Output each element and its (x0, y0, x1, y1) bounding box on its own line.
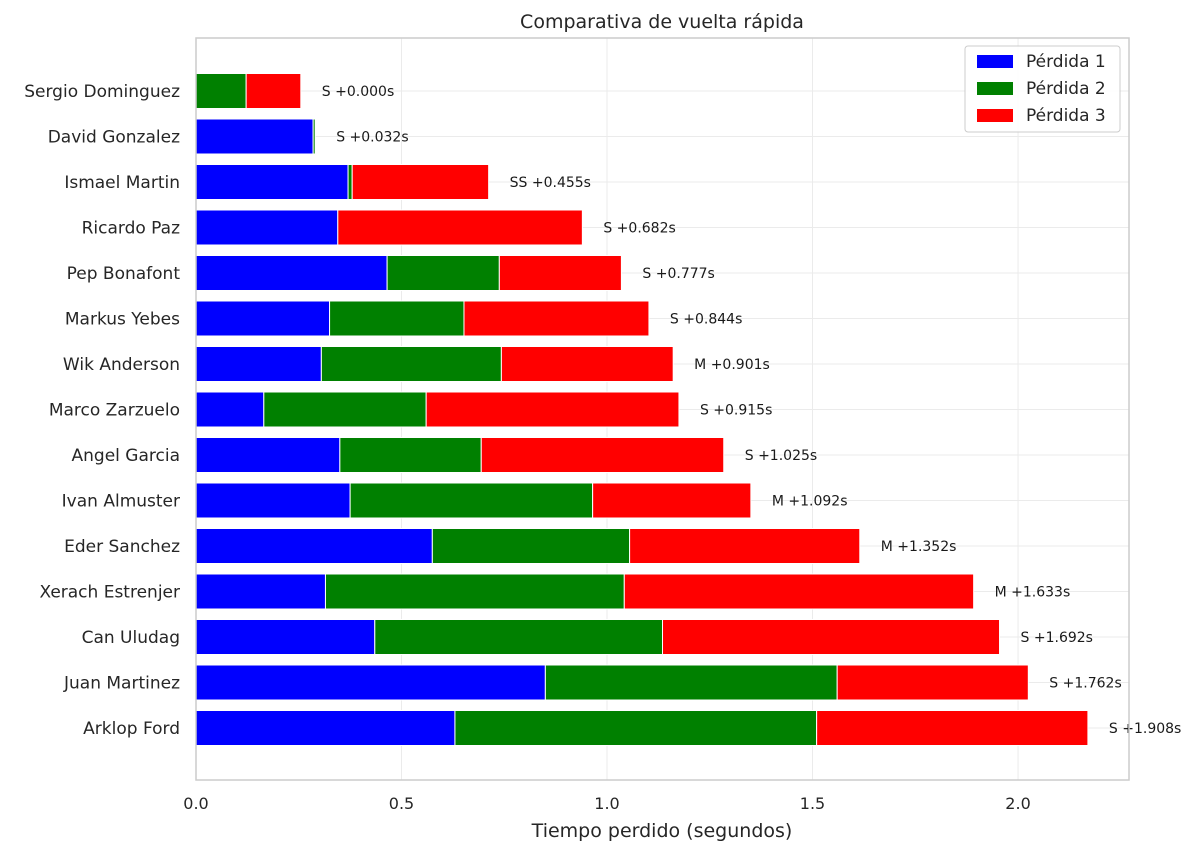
bar-segment-1 (195, 164, 349, 200)
bar-segment-1 (195, 482, 351, 519)
bar-segment-1 (195, 437, 341, 473)
bar-annotation: S +0.844s (670, 312, 742, 328)
bar-annotations: S +0.000s S +0.032s SS +0.455s S +0.682s S +… (322, 84, 1182, 737)
bar-segment-2 (347, 164, 353, 200)
bar-annotation: S +0.915s (700, 403, 772, 419)
x-tick-labels: 0.0 0.5 1.0 1.5 2.0 (183, 794, 1030, 813)
legend: Pérdida 1 Pérdida 2 Pérdida 3 (964, 45, 1121, 133)
bar-annotation: S +1.025s (745, 448, 817, 464)
y-tick-label: Angel Garcia (72, 446, 180, 466)
y-tick-label: Pep Bonafont (67, 264, 181, 284)
y-tick-label: Marco Zarzuelo (49, 401, 180, 421)
bar-segment-2 (386, 255, 500, 291)
bar-segment-3 (480, 437, 725, 473)
bar-segment-2 (349, 482, 594, 519)
bar-annotation: SS +0.455s (510, 175, 591, 191)
legend-label: Pérdida 2 (1026, 79, 1106, 99)
bar-annotation: S +0.777s (642, 266, 714, 282)
y-tick-label: Sergio Dominguez (24, 82, 180, 102)
legend-swatch (977, 109, 1013, 122)
bar-annotation: S +1.762s (1049, 676, 1121, 692)
bar-segment-1 (195, 118, 314, 155)
bar-segment-3 (337, 209, 583, 246)
bar-segment-1 (195, 255, 388, 291)
bar-segment-3 (623, 573, 975, 610)
bar-segment-3 (463, 300, 650, 337)
bar-segment-1 (195, 300, 331, 337)
bar-segment-2 (374, 619, 663, 655)
x-tick-label: 2.0 (1005, 794, 1030, 813)
y-tick-label: Can Uludag (82, 628, 180, 648)
bar-segment-3 (351, 164, 490, 200)
bar-segment-1 (195, 209, 339, 246)
bar-annotation: M +1.092s (772, 494, 848, 510)
y-tick-label: Wik Anderson (63, 355, 180, 375)
bar-segment-2 (263, 391, 427, 428)
bar-annotation: S +0.032s (336, 130, 408, 146)
bar-segment-3 (629, 528, 861, 564)
bar-segment-2 (312, 118, 316, 155)
bar-segment-1 (195, 619, 376, 655)
y-tick-label: Arklop Ford (83, 719, 180, 739)
bar-segment-2 (339, 437, 482, 473)
bar-segment-3 (662, 619, 1001, 655)
bar-segment-2 (320, 346, 502, 382)
y-tick-labels: Sergio Dominguez David Gonzalez Ismael Mar… (24, 82, 180, 739)
x-tick-label: 0.0 (183, 794, 208, 813)
bar-segment-3 (245, 73, 302, 109)
bar-segment-3 (592, 482, 752, 519)
x-tick-label: 0.5 (389, 794, 414, 813)
bar-annotation: S +1.908s (1109, 721, 1181, 737)
bar-annotation: S +0.682s (603, 221, 675, 237)
bar-segment-1 (195, 391, 265, 428)
legend-swatch (977, 55, 1013, 68)
y-tick-label: Markus Yebes (65, 310, 180, 330)
plot-frame (195, 37, 1130, 781)
bar-annotation: S +0.000s (322, 84, 394, 100)
bar-segment-1 (195, 346, 322, 382)
bar-segment-2 (454, 710, 818, 746)
bar-segment-2 (195, 73, 247, 109)
legend-label: Pérdida 1 (1026, 52, 1106, 72)
bar-annotation: M +0.901s (694, 357, 770, 373)
legend-swatch (977, 82, 1013, 95)
bar-segment-3 (836, 664, 1029, 701)
bar-segment-1 (195, 573, 326, 610)
bar-segment-1 (195, 528, 433, 564)
bar-segment-3 (500, 346, 674, 382)
bar-annotation: M +1.633s (995, 585, 1071, 601)
bar-segment-3 (498, 255, 622, 291)
bar-segment-2 (324, 573, 625, 610)
y-tick-label: Xerach Estrenjer (39, 583, 180, 603)
chart-title: Comparativa de vuelta rápida (520, 11, 804, 33)
x-tick-label: 1.5 (800, 794, 825, 813)
y-tick-label: Ismael Martin (64, 173, 180, 193)
bar-segment-2 (329, 300, 465, 337)
y-tick-label: Ivan Almuster (62, 492, 180, 512)
y-tick-label: David Gonzalez (48, 128, 180, 148)
bar-segment-2 (431, 528, 631, 564)
bar-segment-1 (195, 710, 456, 746)
legend-label: Pérdida 3 (1026, 106, 1106, 126)
bar-segment-2 (544, 664, 838, 701)
bar-annotation: M +1.352s (881, 539, 957, 555)
x-tick-label: 1.0 (594, 794, 619, 813)
y-tick-label: Juan Martinez (63, 674, 180, 694)
bar-segment-1 (195, 664, 546, 701)
y-tick-label: Eder Sanchez (64, 537, 180, 557)
y-tick-label: Ricardo Paz (82, 219, 180, 239)
bar-annotation: S +1.692s (1021, 630, 1093, 646)
x-axis-label: Tiempo perdido (segundos) (531, 820, 793, 842)
bar-segment-3 (425, 391, 680, 428)
bar-segment-3 (816, 710, 1089, 746)
